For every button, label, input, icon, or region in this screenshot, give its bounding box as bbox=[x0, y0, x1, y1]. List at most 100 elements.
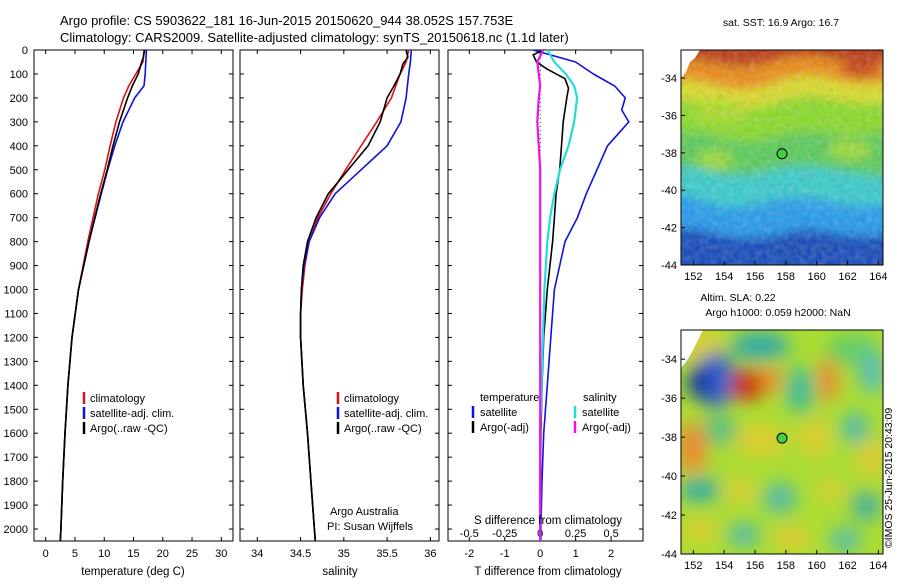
salinity-annotation-institution: Argo Australia bbox=[330, 506, 399, 518]
series-line bbox=[299, 49, 410, 542]
legend-s-argo-label: Argo(-adj) bbox=[582, 422, 631, 434]
map-x-tick-label: 156 bbox=[746, 271, 764, 283]
temperature-legend: climatology satellite-adj. clim. Argo(..… bbox=[82, 392, 174, 435]
x-tick-label: 34 bbox=[251, 548, 263, 560]
map-y-tick-label: -40 bbox=[661, 185, 677, 197]
map-y-tick-label: -44 bbox=[661, 549, 677, 561]
depth-tick-label: 600 bbox=[10, 189, 28, 201]
map-x-tick-label: 156 bbox=[746, 560, 764, 572]
x-tick-label: 34.5 bbox=[290, 548, 311, 560]
depth-tick-label: 1500 bbox=[4, 404, 28, 416]
sla-map-axes: 152 154 156 158 160 162 164 -34 -36 -38 -40 -42 -44 bbox=[661, 354, 887, 572]
sst-map-frame bbox=[680, 49, 884, 266]
depth-tick-label: 1400 bbox=[4, 380, 28, 392]
map-y-tick-label: -36 bbox=[661, 110, 677, 122]
sst-map-land bbox=[681, 50, 700, 78]
depth-tick-label: 900 bbox=[10, 261, 28, 273]
depth-tick-label: 0 bbox=[22, 45, 28, 57]
depth-tick-label: 200 bbox=[10, 93, 28, 105]
header-line-1: Argo profile: CS 5903622_181 16-Jun-2015… bbox=[60, 13, 514, 28]
legend-climatology-label: climatology bbox=[90, 393, 146, 405]
difference-plot: -2 -1 0 1 2-0.5 -0.25 0 0.25 0.5 bbox=[460, 49, 630, 560]
map-y-tick-label: -40 bbox=[661, 471, 677, 483]
legend-climatology-label: climatology bbox=[344, 393, 400, 405]
map-x-tick-label: 162 bbox=[838, 560, 856, 572]
depth-tick-label: 1300 bbox=[4, 356, 28, 368]
series-line bbox=[536, 49, 544, 541]
x-tick-label: 30 bbox=[215, 548, 227, 560]
map-y-tick-label: -44 bbox=[661, 260, 677, 272]
argo-location-marker bbox=[776, 148, 788, 160]
depth-tick-label: 100 bbox=[10, 69, 28, 81]
argo-location-marker bbox=[776, 432, 788, 444]
map-y-tick-label: -34 bbox=[661, 354, 677, 366]
x-tick-label: 2 bbox=[608, 548, 614, 560]
series-line bbox=[59, 49, 146, 542]
map-x-tick-label: 164 bbox=[869, 560, 887, 572]
sla-map-title: Altim. SLA: 0.22 bbox=[700, 292, 775, 304]
s-tick-label: -0.5 bbox=[460, 528, 479, 540]
legend-satellite-label: satellite-adj. clim. bbox=[90, 408, 174, 420]
temperature-plot: 0 5 10 15 20 25 30 bbox=[43, 49, 227, 560]
x-tick-label: -1 bbox=[500, 548, 510, 560]
x-tick-label: 35 bbox=[338, 548, 350, 560]
map-y-tick-label: -34 bbox=[661, 73, 677, 85]
x-tick-label: 5 bbox=[72, 548, 78, 560]
x-tick-label: 0 bbox=[43, 548, 49, 560]
x-tick-label: -2 bbox=[464, 548, 474, 560]
depth-tick-label: 700 bbox=[10, 213, 28, 225]
sla-map-land bbox=[681, 330, 703, 368]
depth-tick-label: 1200 bbox=[4, 332, 28, 344]
sst-map-image bbox=[681, 50, 883, 265]
copyright-label: ©IMOS 25-Jun-2015 20:43:09 bbox=[883, 408, 895, 548]
salinity-plot: 34 34.5 35 35.5 36 bbox=[251, 49, 436, 560]
series-line bbox=[59, 49, 148, 542]
depth-tick-label: 400 bbox=[10, 141, 28, 153]
legend-temperature-header: temperature bbox=[480, 392, 539, 404]
legend-argo-label: Argo(..raw -QC) bbox=[344, 423, 422, 435]
s-difference-xlabel: S difference from climatology bbox=[474, 515, 622, 527]
s-tick-label: 0.25 bbox=[565, 528, 586, 540]
depth-tick-label: 1700 bbox=[4, 452, 28, 464]
series-line bbox=[532, 49, 630, 541]
depth-tick-label: 300 bbox=[10, 117, 28, 129]
depth-tick-label: 1800 bbox=[4, 476, 28, 488]
x-tick-label: 0 bbox=[537, 548, 543, 560]
map-y-tick-label: -38 bbox=[661, 148, 677, 160]
map-x-tick-label: 164 bbox=[869, 271, 887, 283]
header-line-2: Climatology: CARS2009. Satellite-adjuste… bbox=[60, 30, 569, 45]
series-line bbox=[299, 49, 409, 542]
series-line bbox=[539, 49, 579, 541]
s-tick-label: -0.25 bbox=[492, 528, 517, 540]
depth-tick-label: 1100 bbox=[4, 308, 28, 320]
x-tick-label: 20 bbox=[157, 548, 169, 560]
series-line bbox=[299, 49, 413, 542]
map-x-tick-label: 160 bbox=[808, 560, 826, 572]
sla-map-frame bbox=[680, 329, 884, 555]
legend-satellite-label: satellite-adj. clim. bbox=[344, 408, 428, 420]
salinity-xlabel: salinity bbox=[322, 566, 357, 578]
map-y-tick-label: -42 bbox=[661, 510, 677, 522]
map-y-tick-label: -42 bbox=[661, 223, 677, 235]
depth-tick-label: 500 bbox=[10, 165, 28, 177]
difference-panel-frame bbox=[447, 49, 644, 542]
legend-argo-label: Argo(..raw -QC) bbox=[90, 423, 168, 435]
x-tick-label: 35.5 bbox=[376, 548, 397, 560]
legend-s-satellite-label: satellite bbox=[582, 407, 619, 419]
sst-map-axes: 152 154 156 158 160 162 164 -34 -36 -38 -40 -42 -44 bbox=[661, 73, 887, 283]
s-tick-label: 0.5 bbox=[603, 528, 618, 540]
map-y-tick-label: -38 bbox=[661, 432, 677, 444]
depth-tick-label: 1900 bbox=[4, 500, 28, 512]
t-difference-xlabel: T difference from climatology bbox=[474, 566, 621, 578]
legend-salinity-header: salinity bbox=[583, 392, 617, 404]
sla-map-image bbox=[681, 330, 883, 554]
temperature-xlabel: temperature (deg C) bbox=[81, 566, 185, 578]
sla-map-subtitle: Argo h1000: 0.059 h2000: NaN bbox=[705, 307, 850, 319]
map-y-tick-label: -36 bbox=[661, 393, 677, 405]
map-x-tick-label: 158 bbox=[777, 560, 795, 572]
map-x-tick-label: 152 bbox=[684, 560, 702, 572]
legend-t-satellite-label: satellite bbox=[480, 407, 517, 419]
x-tick-label: 25 bbox=[186, 548, 198, 560]
legend-t-argo-label: Argo(-adj) bbox=[480, 422, 529, 434]
